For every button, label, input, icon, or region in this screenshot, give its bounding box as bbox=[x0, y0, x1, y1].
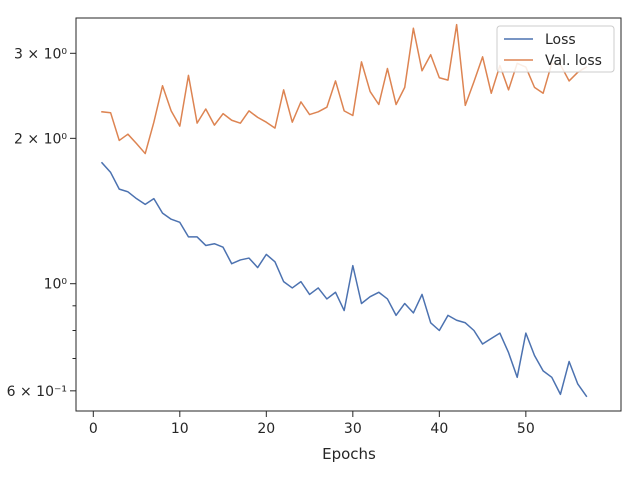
y-tick-label: 2 × 10⁰ bbox=[14, 131, 67, 147]
x-tick-label: 10 bbox=[171, 421, 189, 437]
x-tick-label: 30 bbox=[344, 421, 362, 437]
y-tick-label: 6 × 10⁻¹ bbox=[7, 384, 67, 400]
legend-label-1: Loss bbox=[545, 32, 576, 48]
x-tick-label: 0 bbox=[89, 421, 98, 437]
y-tick-label: 3 × 10⁰ bbox=[14, 46, 67, 62]
x-axis-label: Epochs bbox=[322, 445, 376, 463]
x-tick-label: 50 bbox=[517, 421, 535, 437]
legend: Loss Val. loss bbox=[496, 25, 615, 73]
y-axis: 6 × 10⁻¹ 10⁰ 2 × 10⁰ 3 × 10⁰ bbox=[7, 46, 76, 400]
series-line-2 bbox=[101, 23, 588, 155]
plot-frame bbox=[75, 17, 622, 412]
series-lines bbox=[100, 23, 588, 398]
x-tick-label: 20 bbox=[257, 421, 275, 437]
series-line-1 bbox=[100, 161, 588, 398]
x-tick-label: 40 bbox=[430, 421, 448, 437]
y-tick-label: 10⁰ bbox=[44, 277, 68, 293]
x-axis: 0 10 20 30 40 50 bbox=[89, 411, 535, 437]
legend-label-2: Val. loss bbox=[545, 53, 602, 69]
